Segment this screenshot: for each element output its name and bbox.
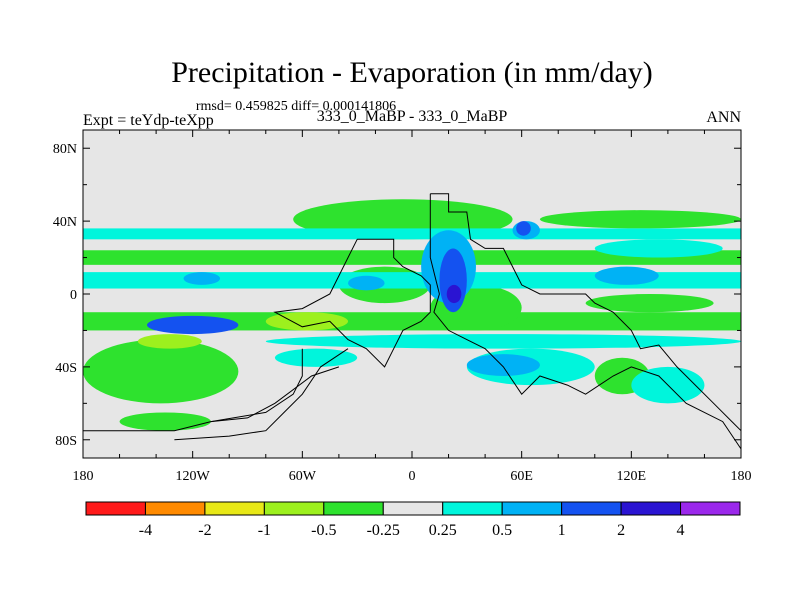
field-patch	[119, 412, 211, 431]
y-tick-label: 0	[70, 288, 77, 303]
colorbar-label: -4	[139, 522, 152, 539]
land-outline	[83, 348, 303, 432]
colorbar-swatch	[501, 501, 563, 516]
axis-ticks: 180 120W 60W 0 60E 120E 180 80N 40N 0 40S 80S	[53, 130, 752, 484]
field-patch	[137, 334, 202, 349]
field-patch	[83, 339, 239, 404]
colorbar-label: -1	[258, 522, 271, 539]
y-tick-label: 40N	[53, 215, 77, 230]
field-patch	[265, 312, 349, 331]
field-patch	[516, 221, 531, 236]
chart-title: Precipitation - Evaporation (in mm/day)	[171, 56, 653, 89]
case-label: 333_0_MaBP - 333_0_MaBP	[317, 108, 508, 125]
field-patch	[594, 239, 723, 258]
land-outline-layer	[83, 193, 741, 450]
colorbar-label: -0.5	[311, 522, 336, 539]
land-outline	[429, 193, 741, 450]
field-patch	[83, 272, 741, 289]
colorbar-label: 2	[617, 522, 625, 539]
y-tick-label: 80S	[55, 434, 77, 449]
field-patch	[83, 250, 741, 265]
field-patch	[83, 312, 741, 331]
field-patch	[539, 210, 741, 229]
colorbar-swatch	[442, 501, 503, 516]
field-patch	[83, 228, 741, 240]
colorbar-swatch	[620, 501, 682, 516]
season-label: ANN	[706, 109, 741, 126]
field-patch	[348, 275, 385, 291]
x-tick-label: 60E	[510, 469, 533, 484]
colorbar-label: -0.25	[367, 522, 400, 539]
x-tick-label: 120E	[617, 469, 647, 484]
colorbar-swatch	[561, 501, 622, 516]
field-patch	[446, 284, 462, 304]
colorbar: -4 -2 -1 -0.5 -0.25 0.25 0.5 1 2 4	[85, 501, 741, 539]
colorbar-swatch	[204, 501, 265, 516]
land-outline	[273, 238, 431, 368]
field-patch	[594, 266, 659, 285]
x-tick-label: 180	[73, 469, 94, 484]
colorbar-label: 4	[677, 522, 685, 539]
colorbar-label: -2	[198, 522, 211, 539]
x-tick-label: 0	[409, 469, 416, 484]
field-patch	[274, 348, 358, 367]
colorbar-label: 0.25	[429, 522, 457, 539]
colorbar-swatch	[382, 501, 444, 516]
y-tick-label: 80N	[53, 142, 77, 157]
field-patch	[183, 272, 221, 285]
stats-line: rmsd= 0.459825 diff= 0.000141806	[196, 99, 396, 114]
colorbar-label: 0.5	[492, 522, 512, 539]
colorbar-swatch	[144, 501, 206, 516]
colorbar-label: 1	[558, 522, 566, 539]
field-patch	[146, 315, 239, 335]
y-tick-label: 40S	[55, 361, 77, 376]
colorbar-swatch	[85, 501, 146, 516]
x-tick-label: 180	[731, 469, 752, 484]
colorbar-swatch	[323, 501, 384, 516]
x-tick-label: 60W	[289, 469, 317, 484]
field-patch	[265, 334, 741, 349]
colorbar-swatch	[263, 501, 325, 516]
colorbar-swatch	[680, 501, 741, 516]
experiment-label: Expt = teYdp-teXpp	[83, 112, 214, 129]
land-outline	[174, 348, 349, 441]
field-patch	[585, 294, 714, 313]
field-patch	[466, 354, 540, 377]
x-tick-label: 120W	[176, 469, 211, 484]
land-outline	[210, 366, 340, 423]
field-layer	[83, 199, 741, 431]
